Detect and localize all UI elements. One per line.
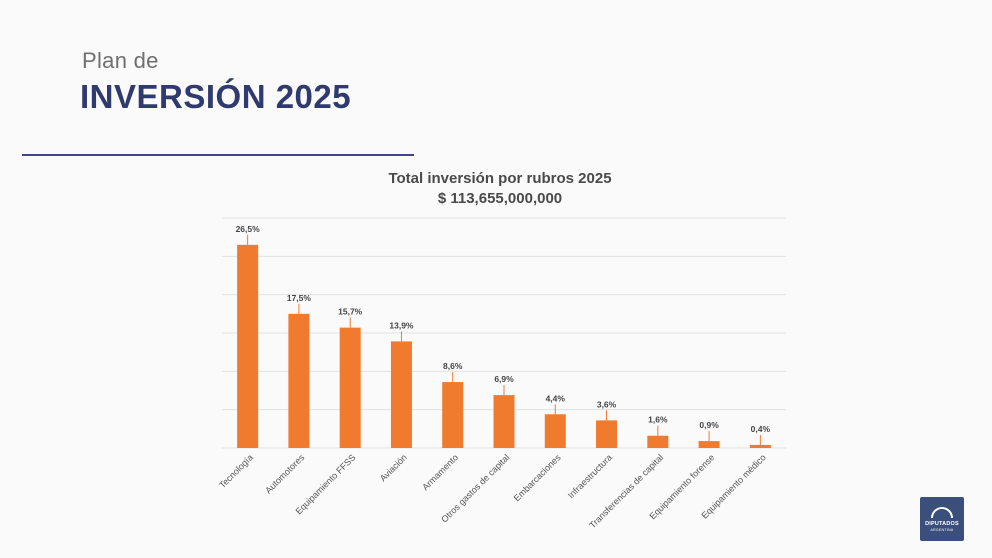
data-label: 17,5% — [287, 293, 312, 303]
title-divider — [22, 154, 414, 156]
data-label: 8,6% — [443, 361, 463, 371]
category-label: Armamento — [420, 452, 460, 492]
data-label: 0,9% — [699, 420, 719, 430]
bar — [544, 414, 566, 448]
bar — [647, 435, 669, 448]
data-label: 0,4% — [751, 424, 771, 434]
category-label: Embarcaciones — [512, 452, 563, 503]
data-label: 6,9% — [494, 374, 514, 384]
bar — [288, 313, 310, 448]
slide-subtitle: Plan de — [82, 48, 159, 73]
bar — [749, 444, 771, 448]
data-label: 3,6% — [597, 399, 617, 409]
data-label: 4,4% — [546, 393, 566, 403]
slide-title: INVERSIÓN 2025 — [80, 78, 352, 115]
data-label: 15,7% — [338, 307, 363, 317]
diputados-logo: DIPUTADOS ARGENTINA — [920, 497, 964, 541]
category-label: Infraestructura — [566, 452, 614, 500]
bar — [493, 395, 515, 448]
logo-line1: DIPUTADOS — [925, 520, 959, 527]
logo-line2: ARGENTINA — [930, 527, 954, 532]
chart-subtitle: $ 113,655,000,000 — [437, 190, 563, 207]
category-label: Aviación — [378, 452, 409, 483]
category-label: Automotores — [263, 452, 307, 496]
bar — [339, 327, 361, 448]
chart-title: Total inversión por rubros 2025 — [388, 170, 612, 187]
bar — [596, 420, 618, 448]
category-label: Tecnología — [217, 452, 255, 490]
bar — [237, 244, 259, 448]
dome-icon — [931, 506, 953, 518]
data-label: 13,9% — [389, 320, 414, 330]
data-label: 26,5% — [236, 224, 261, 234]
data-label: 1,6% — [648, 415, 668, 425]
bar — [390, 341, 412, 448]
bar — [442, 382, 464, 448]
bar — [698, 441, 720, 448]
